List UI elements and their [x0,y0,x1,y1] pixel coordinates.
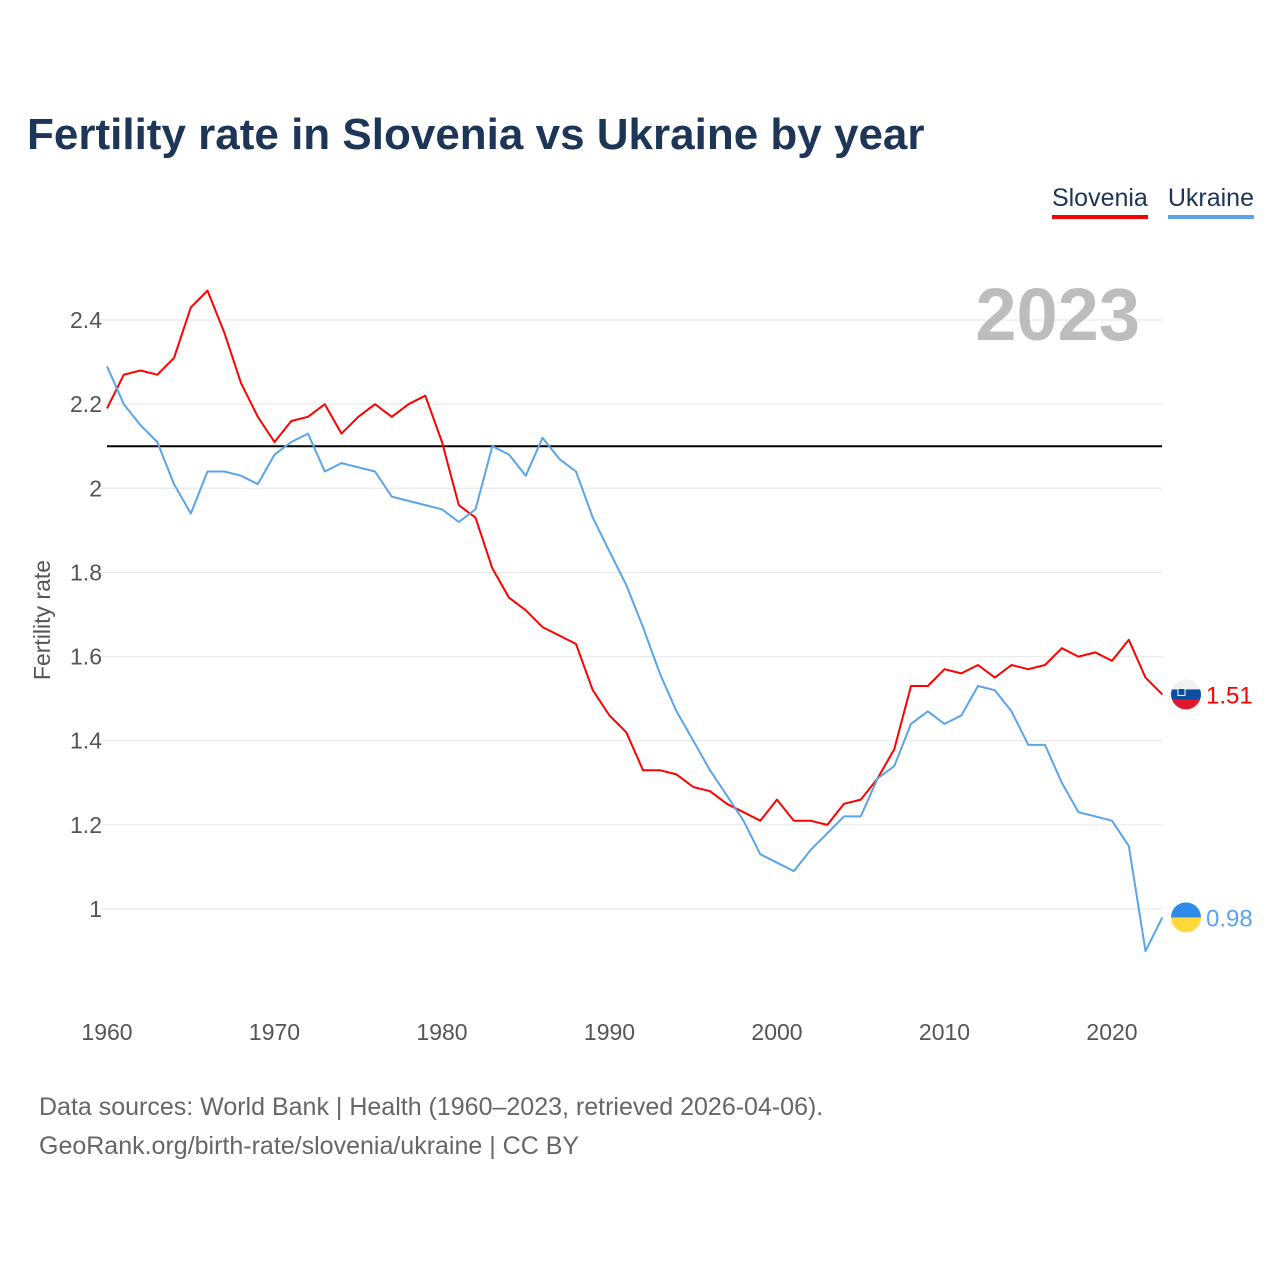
x-tick-label: 2000 [751,1019,802,1045]
y-tick-label: 1.2 [70,812,102,838]
year-watermark: 2023 [975,273,1140,356]
x-tick-label: 2020 [1086,1019,1137,1045]
series-line-slovenia [106,289,1164,826]
flag-slovenia-icon [1171,679,1201,710]
y-tick-label: 1.6 [70,644,102,670]
legend-ukraine[interactable]: Ukraine [1167,184,1254,219]
flag-band [1171,679,1201,690]
flag-band [1171,924,1201,933]
y-tick-label: 2 [89,475,102,501]
flag-band [1171,902,1201,911]
y-tick-label: 2.4 [70,307,102,333]
y-tick-label: 1.4 [70,728,102,754]
footer-sources: Data sources: World Bank | Health (1960–… [39,1093,824,1121]
flag-band [1171,699,1201,710]
y-tick-label: 1 [89,896,102,922]
flag-band [1171,909,1201,918]
flag-band [1171,689,1201,700]
legend: Slovenia Ukraine [1051,184,1254,219]
footer: Data sources: World Bank | Health (1960–… [39,1088,823,1166]
flag-ukraine-icon [1171,902,1201,933]
flag-band [1171,917,1201,926]
x-tick-label: 1960 [81,1019,132,1045]
chart-title: Fertility rate in Slovenia vs Ukraine by… [27,110,925,159]
x-tick-label: 1980 [416,1019,467,1045]
y-tick-label: 1.8 [70,559,102,585]
series-line-ukraine [106,365,1164,953]
x-tick-label: 1970 [249,1019,300,1045]
footer-link[interactable]: GeoRank.org/birth-rate/slovenia/ukraine … [39,1132,580,1160]
flag-coat-of-arms [1177,687,1186,696]
legend-slovenia[interactable]: Slovenia [1051,184,1148,219]
y-tick-label: 2.2 [70,391,102,417]
x-tick-label: 2010 [919,1019,970,1045]
end-value-label: 1.51 [1206,682,1253,709]
y-axis-label: Fertility rate [29,560,55,680]
x-tick-label: 1990 [584,1019,635,1045]
end-value-label: 0.98 [1206,905,1253,932]
